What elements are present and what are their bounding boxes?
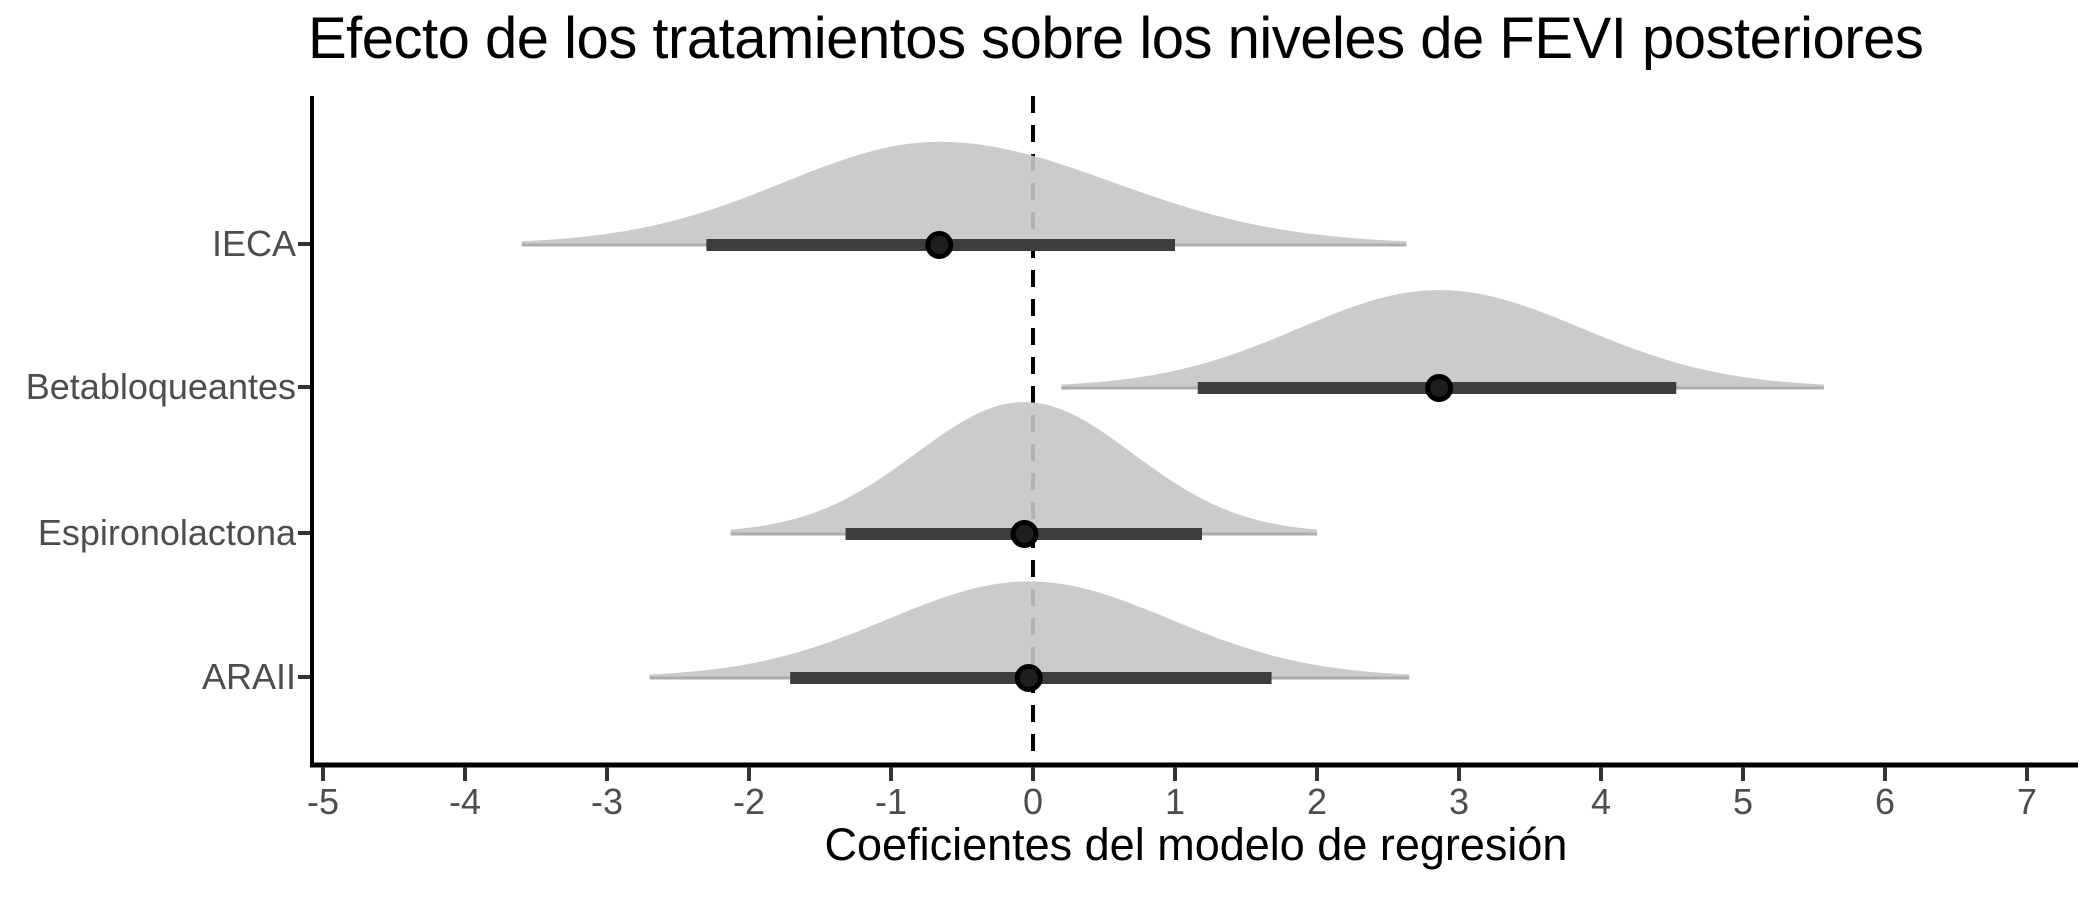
density-slab-Espironolactona <box>730 402 1317 533</box>
y-category-label: Espironolactona <box>37 512 296 553</box>
x-tick-label: 3 <box>1448 781 1470 822</box>
point-estimate-Betabloqueantes <box>1425 374 1454 402</box>
x-tick-label: -2 <box>732 781 765 822</box>
density-slab-Betabloqueantes <box>1061 290 1824 387</box>
point-estimate-Espironolactona <box>1010 520 1039 548</box>
x-tick-label: -4 <box>448 781 481 822</box>
x-tick-label: 5 <box>1732 781 1754 822</box>
y-category-label: ARAII <box>201 656 296 697</box>
x-tick-label: 7 <box>2016 781 2038 822</box>
chart-title: Efecto de los tratamientos sobre los niv… <box>308 6 1924 71</box>
density-slab-ARAII <box>649 581 1410 677</box>
density-slab-IECA <box>521 141 1407 244</box>
y-category-label: IECA <box>211 223 296 264</box>
x-tick-label: 1 <box>1164 781 1186 822</box>
x-tick-label: 6 <box>1874 781 1896 822</box>
x-tick-label: -5 <box>306 781 339 822</box>
point-estimate-ARAII <box>1014 664 1043 692</box>
x-tick-label: -3 <box>590 781 623 822</box>
x-tick-label: 4 <box>1590 781 1612 822</box>
y-category-label: Betabloqueantes <box>25 366 296 407</box>
x-tick-label: -1 <box>874 781 907 822</box>
x-axis-title: Coeficientes del modelo de regresión <box>824 819 1568 870</box>
point-estimate-IECA <box>925 231 954 259</box>
x-tick-label: 0 <box>1022 781 1044 822</box>
x-tick-label: 2 <box>1306 781 1328 822</box>
